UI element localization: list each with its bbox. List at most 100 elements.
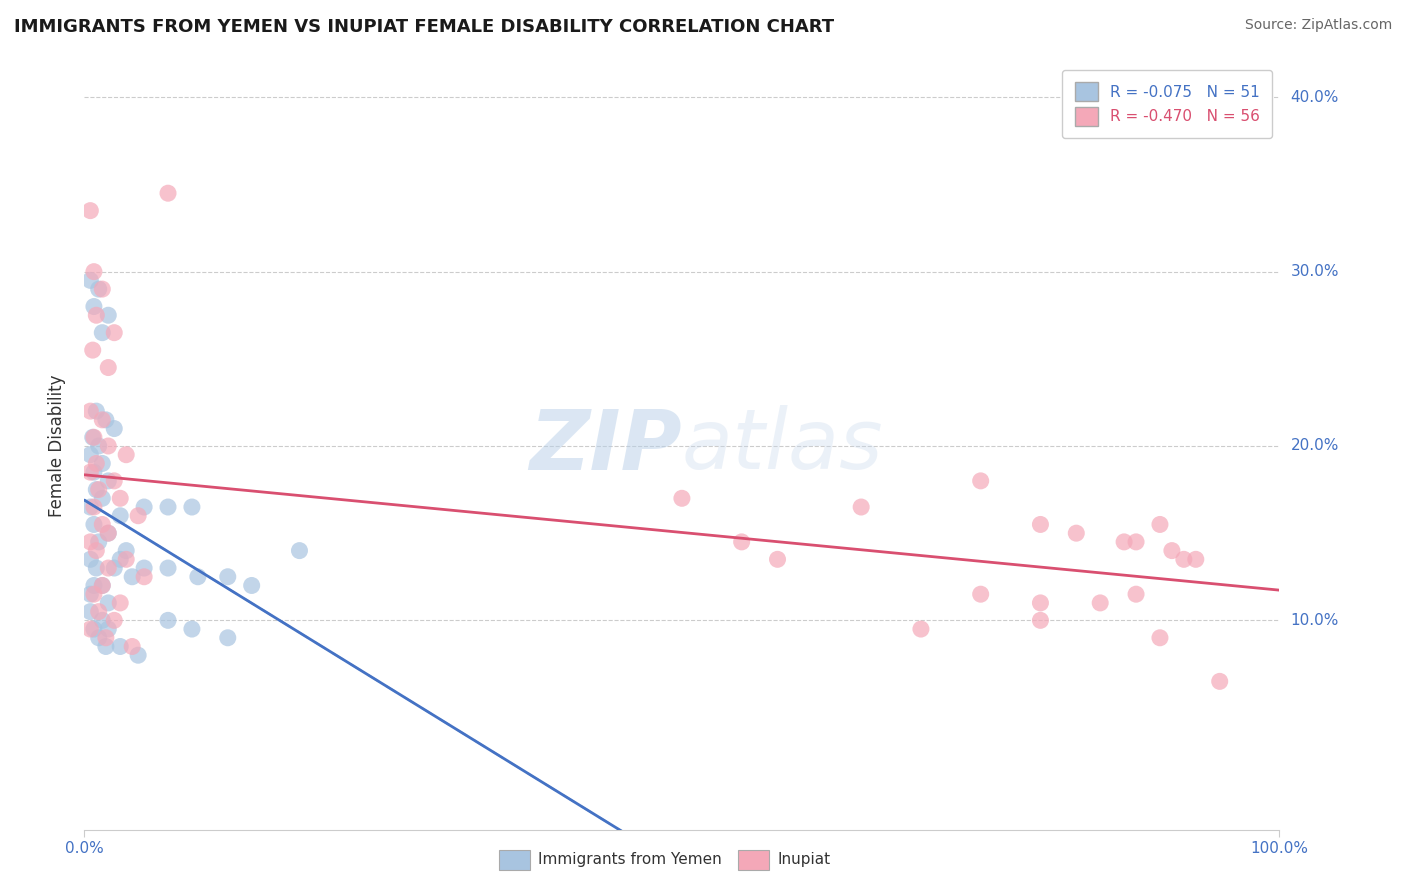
Point [288, 543, 311, 558]
Point [217, 570, 239, 584]
Point [86, 404, 108, 418]
Point [731, 534, 754, 549]
Point [87, 282, 110, 296]
Point [91, 326, 114, 340]
Point [132, 570, 156, 584]
Point [91, 282, 114, 296]
Point [157, 500, 180, 514]
Point [217, 631, 239, 645]
Point [97, 526, 120, 541]
Point [157, 561, 180, 575]
Text: ZIP: ZIP [529, 406, 682, 486]
Point [87, 631, 110, 645]
Point [97, 526, 120, 541]
Text: IMMIGRANTS FROM YEMEN VS INUPIAT FEMALE DISABILITY CORRELATION CHART: IMMIGRANTS FROM YEMEN VS INUPIAT FEMALE … [14, 18, 834, 36]
Point [86, 308, 108, 322]
Point [87, 483, 110, 497]
Point [181, 622, 204, 636]
Point [91, 578, 114, 592]
Point [91, 413, 114, 427]
Point [87, 439, 110, 453]
Point [121, 640, 143, 654]
Point [103, 613, 125, 627]
Point [1149, 517, 1171, 532]
Point [97, 474, 120, 488]
Point [671, 491, 693, 506]
Point [127, 648, 149, 663]
Point [86, 457, 108, 471]
Point [132, 561, 156, 575]
Point [82, 430, 104, 444]
Point [79, 587, 101, 601]
Point [1114, 534, 1136, 549]
Text: 30.0%: 30.0% [1291, 264, 1339, 279]
Point [766, 552, 789, 566]
Point [91, 613, 114, 627]
Text: Immigrants from Yemen: Immigrants from Yemen [538, 853, 723, 867]
Point [83, 578, 105, 592]
Point [82, 343, 104, 358]
Point [103, 561, 125, 575]
Point [1029, 613, 1052, 627]
Point [127, 508, 149, 523]
Point [115, 552, 138, 566]
Point [132, 500, 156, 514]
Text: atlas: atlas [682, 406, 883, 486]
Text: Inupiat: Inupiat [778, 853, 831, 867]
Point [94, 631, 117, 645]
Point [103, 474, 125, 488]
Point [91, 517, 114, 532]
Point [79, 404, 101, 418]
Point [851, 500, 873, 514]
Point [1125, 587, 1147, 601]
Point [910, 622, 932, 636]
Point [79, 622, 101, 636]
Point [83, 465, 105, 479]
Point [110, 640, 132, 654]
Point [79, 552, 101, 566]
Point [115, 543, 138, 558]
Point [103, 326, 125, 340]
Point [79, 534, 101, 549]
Point [79, 273, 101, 287]
Point [97, 308, 120, 322]
Point [1090, 596, 1112, 610]
Point [83, 300, 105, 314]
Point [1125, 534, 1147, 549]
Text: 10.0%: 10.0% [1291, 613, 1339, 628]
Point [121, 570, 143, 584]
Point [110, 508, 132, 523]
Point [83, 517, 105, 532]
Y-axis label: Female Disability: Female Disability [48, 375, 66, 517]
Point [83, 587, 105, 601]
Point [79, 465, 101, 479]
Point [97, 561, 120, 575]
Point [79, 448, 101, 462]
Point [94, 413, 117, 427]
Point [115, 448, 138, 462]
Point [1029, 517, 1052, 532]
Point [79, 203, 101, 218]
Point [187, 570, 209, 584]
Point [83, 265, 105, 279]
Text: 40.0%: 40.0% [1291, 90, 1339, 104]
Legend: R = -0.075   N = 51, R = -0.470   N = 56: R = -0.075 N = 51, R = -0.470 N = 56 [1063, 70, 1272, 138]
Point [1209, 674, 1232, 689]
Point [103, 421, 125, 435]
Point [97, 360, 120, 375]
Point [86, 561, 108, 575]
Point [157, 186, 180, 201]
Point [1029, 596, 1052, 610]
Point [110, 491, 132, 506]
Text: Source: ZipAtlas.com: Source: ZipAtlas.com [1244, 18, 1392, 32]
Point [91, 491, 114, 506]
Point [240, 578, 263, 592]
Point [86, 543, 108, 558]
Point [91, 578, 114, 592]
Point [97, 596, 120, 610]
Point [1066, 526, 1088, 541]
Point [970, 474, 993, 488]
Point [79, 605, 101, 619]
Point [91, 457, 114, 471]
Point [970, 587, 993, 601]
